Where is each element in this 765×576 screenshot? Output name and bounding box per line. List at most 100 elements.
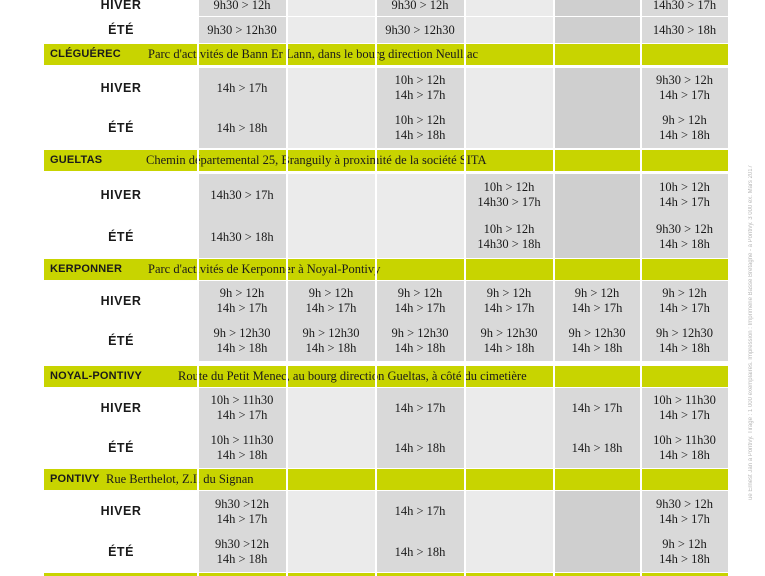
- schedule-cell: 10h > 11h30 14h > 17h: [198, 388, 286, 428]
- schedule-cell: 9h30 > 12h30: [198, 17, 286, 43]
- schedule-cell: 14h > 17h: [554, 388, 640, 428]
- site-header: GUELTAS Chemin départemental 25, Branguil…: [44, 150, 728, 171]
- schedule-cell: 14h > 18h: [198, 108, 286, 148]
- schedule-cell: 9h > 12h30 14h > 18h: [376, 321, 464, 361]
- hours-text: 14h30 > 18h: [652, 22, 717, 37]
- hours-text: 14h > 18h: [216, 448, 268, 462]
- schedule-cell: 14h > 17h: [376, 491, 464, 532]
- hours-text: 9h > 12h: [574, 286, 620, 300]
- hours-text: 14h > 17h: [394, 504, 446, 518]
- schedule-cell: 9h > 12h 14h > 17h: [198, 281, 286, 321]
- site-header: CLÉGUÉREC Parc d'activités de Bann Er Lan…: [44, 44, 728, 65]
- hours-text: 14h > 18h: [659, 448, 710, 462]
- hours-text: 14h > 18h: [394, 341, 446, 355]
- hours-text: 10h > 11h30: [210, 433, 274, 447]
- hours-text: 14h > 17h: [659, 408, 710, 422]
- site-name: CLÉGUÉREC: [50, 48, 121, 60]
- schedule-cell: [465, 388, 553, 428]
- season-label: ÉTÉ: [108, 334, 134, 348]
- hours-text: 14h > 17h: [394, 400, 446, 415]
- schedule-cell: 14h > 17h: [376, 388, 464, 428]
- hours-text: 10h > 12h: [394, 73, 446, 87]
- schedule-cell: [465, 17, 553, 43]
- schedule-cell: [554, 0, 640, 16]
- schedule-cell: [465, 0, 553, 16]
- hours-text: 9h > 12h30: [655, 326, 714, 340]
- schedule-cell: [287, 108, 375, 148]
- hours-text: 14h > 18h: [659, 552, 710, 566]
- schedule-cell: [554, 532, 640, 572]
- site-address: Route du Petit Menec, au bourg direction…: [178, 369, 527, 383]
- site-name: PONTIVY: [50, 473, 100, 485]
- hours-text: 14h > 18h: [394, 544, 446, 559]
- hours-text: 14h > 17h: [483, 301, 535, 315]
- side-print-note: ue Ernest Jan à Pontivy. Tirage : 1 000 …: [748, 165, 754, 500]
- hours-text: 9h > 12h: [308, 286, 354, 300]
- schedule-cell: [465, 491, 553, 532]
- schedule-cell: 9h > 12h30 14h > 18h: [554, 321, 640, 361]
- schedule-cell: 9h > 12h 14h > 18h: [641, 108, 728, 148]
- hours-text: 14h30 > 18h: [210, 229, 274, 244]
- schedule-cell: 9h > 12h 14h > 17h: [287, 281, 375, 321]
- schedule-cell: [465, 68, 553, 108]
- hours-text: 10h > 12h: [483, 180, 535, 194]
- site-address: Rue Berthelot, Z.I. du Signan: [106, 472, 254, 486]
- hours-text: 14h > 18h: [571, 341, 623, 355]
- hours-text: 9h30 > 12h: [655, 496, 714, 511]
- hours-text: 9h30 > 12h: [213, 0, 271, 12]
- hours-text: 14h > 18h: [571, 440, 623, 455]
- hours-text: 14h30 > 17h: [652, 0, 717, 12]
- hours-text: 9h > 12h: [662, 537, 707, 551]
- schedule-cell: 9h30 > 12h: [198, 0, 286, 16]
- schedule-cell: 10h > 12h 14h30 > 17h: [465, 174, 553, 216]
- schedule-cell: [287, 0, 375, 16]
- schedule-cell: [465, 428, 553, 468]
- schedule-cell: [287, 428, 375, 468]
- season-label: ÉTÉ: [108, 23, 134, 37]
- site-address: Chemin départemental 25, Branguily à pro…: [146, 153, 487, 167]
- site-header: NOYAL-PONTIVY Route du Petit Menec, au bo…: [44, 366, 728, 387]
- hours-text: 14h > 17h: [571, 301, 623, 315]
- schedule-cell: 10h > 12h 14h30 > 18h: [465, 216, 553, 258]
- hours-text: 14h30 > 18h: [477, 237, 541, 251]
- hours-text: 14h > 17h: [305, 301, 357, 315]
- hours-text: 10h > 12h: [394, 113, 446, 127]
- schedule-cell: 9h30 > 12h: [376, 0, 464, 16]
- season-label: HIVER: [100, 401, 142, 415]
- schedule-cell: 9h30 >12h 14h > 17h: [198, 491, 286, 532]
- site-name: NOYAL-PONTIVY: [50, 370, 143, 382]
- schedule-cell: 9h30 > 12h 14h > 17h: [641, 491, 728, 532]
- schedule-cell: 10h > 11h30 14h > 17h: [641, 388, 728, 428]
- hours-text: 9h > 12h: [219, 286, 265, 300]
- schedule-cell: 14h > 18h: [376, 428, 464, 468]
- season-label: ÉTÉ: [108, 230, 134, 244]
- hours-text: 14h > 17h: [216, 408, 268, 422]
- hours-text: 9h > 12h: [662, 113, 707, 127]
- schedule-cell: [465, 532, 553, 572]
- hours-text: 14h > 17h: [659, 511, 710, 526]
- hours-text: 9h30 >12h: [215, 496, 269, 511]
- hours-text: 14h > 18h: [394, 440, 446, 455]
- hours-text: 9h30 > 12h30: [207, 22, 277, 37]
- schedule-cell: [554, 216, 640, 258]
- schedule-cell: [287, 68, 375, 108]
- schedule-cell: [554, 17, 640, 43]
- schedule-cell: 14h > 18h: [554, 428, 640, 468]
- schedule-cell: 9h > 12h30 14h > 18h: [198, 321, 286, 361]
- schedule-cell: 9h > 12h 14h > 18h: [641, 532, 728, 572]
- schedule-cell: 9h30 >12h 14h > 18h: [198, 532, 286, 572]
- hours-text: 10h > 12h: [483, 222, 535, 236]
- hours-text: 9h30 > 12h30: [385, 22, 455, 37]
- season-label: ÉTÉ: [108, 545, 134, 559]
- season-label: HIVER: [100, 294, 142, 308]
- season-label: ÉTÉ: [108, 441, 134, 455]
- site-header: KERPONNER Parc d'activités de Kerponner à…: [44, 259, 728, 280]
- hours-text: 9h > 12h30: [568, 326, 626, 340]
- schedule-cell: 14h30 > 17h: [641, 0, 728, 16]
- hours-text: 14h > 18h: [659, 128, 710, 142]
- schedule-cell: 10h > 11h30 14h > 18h: [641, 428, 728, 468]
- hours-text: 10h > 12h: [659, 180, 710, 194]
- season-label: ÉTÉ: [108, 121, 134, 135]
- season-label: HIVER: [100, 188, 142, 202]
- site-address: Parc d'activités de Kerponner à Noyal-Po…: [148, 262, 381, 276]
